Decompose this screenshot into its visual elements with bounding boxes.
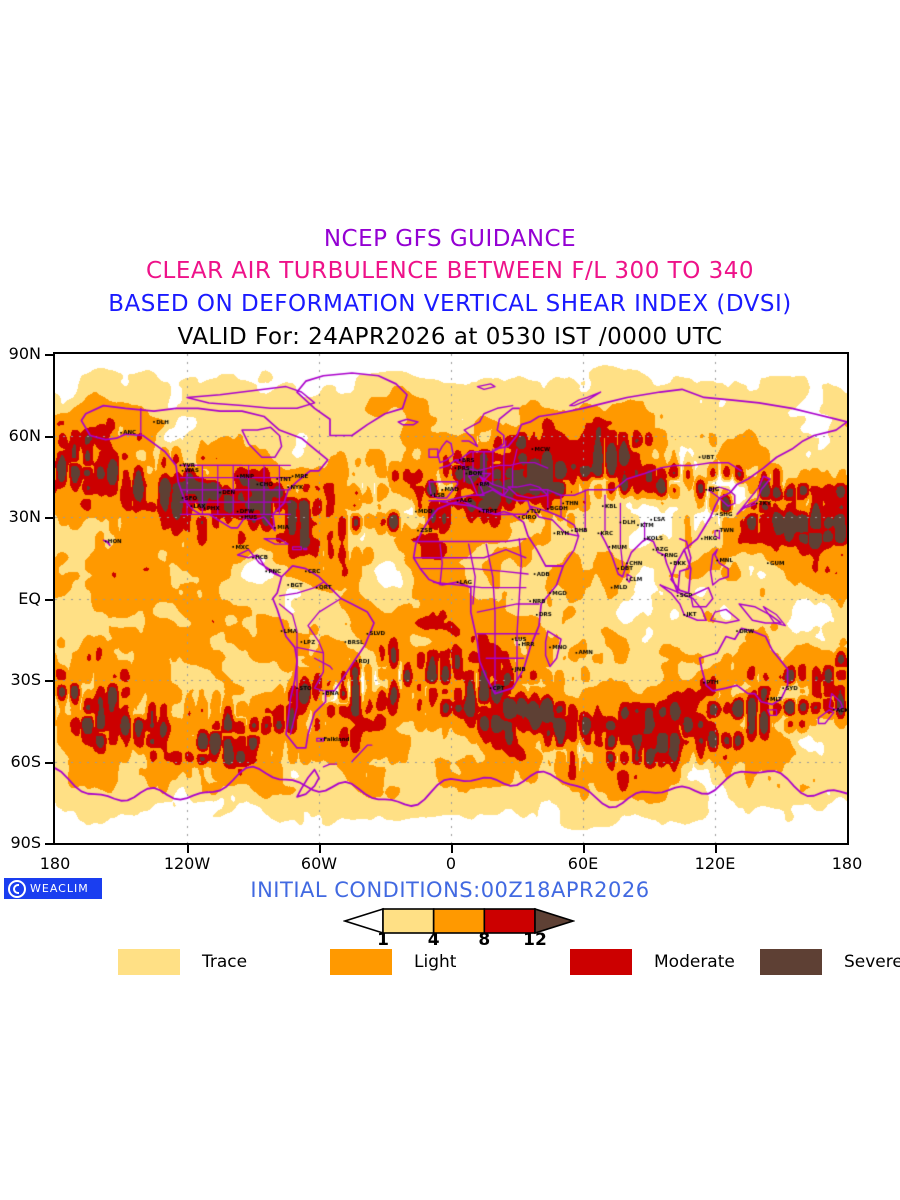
longitude-tick-mark (319, 845, 321, 853)
longitude-tick-label: 180 (831, 854, 863, 873)
longitude-tick-label: 120E (694, 854, 736, 873)
legend-swatch-severe (760, 949, 822, 975)
legend-swatch-light (330, 949, 392, 975)
initial-conditions-text: INITIAL CONDITIONS:00Z18APR2026 (250, 878, 650, 902)
colorbar-tick-label: 12 (523, 930, 547, 950)
legend-item-trace: Trace (118, 949, 247, 975)
turbulence-map-canvas (55, 354, 847, 843)
latitude-tick-label: 90S (10, 833, 41, 852)
legend-swatch-trace (118, 949, 180, 975)
latitude-tick-label: EQ (18, 588, 41, 608)
title-subtitle-product: CLEAR AIR TURBULENCE BETWEEN F/L 300 TO … (145, 258, 755, 284)
colorbar-tick-label: 8 (478, 930, 491, 950)
latitude-tick-mark (45, 843, 54, 845)
latitude-tick-mark (45, 680, 54, 682)
legend-label-trace: Trace (202, 952, 248, 972)
colorbar-tick-labels: 1 4 8 12 (343, 930, 575, 952)
legend-item-moderate: Moderate (570, 949, 735, 975)
legend-item-light: Light (330, 949, 456, 975)
latitude-tick-label: 60N (8, 425, 41, 445)
longitude-tick-mark (583, 845, 585, 853)
longitude-tick-label: 180 (39, 854, 71, 873)
latitude-tick-label: 90N (8, 344, 41, 363)
weaclim-logo-text: WEACLIM (30, 882, 89, 895)
legend-label-moderate: Moderate (654, 952, 735, 972)
longitude-tick-mark (715, 845, 717, 853)
latitude-tick-mark (45, 435, 54, 438)
title-subtitle-index: BASED ON DEFORMATION VERTICAL SHEAR INDE… (108, 291, 792, 317)
page-title: NCEP GFS GUIDANCE (323, 226, 577, 252)
legend-swatch-moderate (570, 949, 632, 975)
colorbar-tick-label: 1 (377, 930, 389, 950)
latitude-tick-mark (45, 517, 54, 519)
latitude-tick-mark (45, 761, 54, 764)
latitude-tick-mark (45, 598, 54, 601)
map-plot-area (53, 352, 849, 845)
longitude-tick-label: 0 (445, 854, 457, 873)
latitude-tick-label: 30N (8, 507, 41, 526)
colorbar (343, 907, 575, 935)
colorbar-segment (432, 908, 486, 934)
longitude-tick-mark (187, 845, 189, 853)
colorbar-over-arrow (534, 907, 575, 935)
legend-item-severe: Severe (760, 949, 900, 975)
longitude-tick-label: 120W (163, 854, 211, 873)
longitude-tick-mark (451, 845, 453, 853)
legend-label-severe: Severe (844, 952, 900, 972)
copyright-circle-icon (8, 879, 26, 898)
legend-label-light: Light (414, 952, 457, 972)
latitude-tick-label: 60S (10, 751, 41, 771)
longitude-tick-label: 60W (300, 854, 338, 873)
latitude-tick-mark (45, 354, 54, 356)
longitude-tick-label: 60E (567, 854, 599, 873)
latitude-tick-label: 30S (10, 670, 41, 689)
title-valid-time: VALID For: 24APR2026 at 0530 IST /0000 U… (177, 324, 723, 350)
colorbar-tick-label: 4 (427, 930, 440, 950)
weaclim-logo[interactable]: WEACLIM (4, 878, 102, 899)
